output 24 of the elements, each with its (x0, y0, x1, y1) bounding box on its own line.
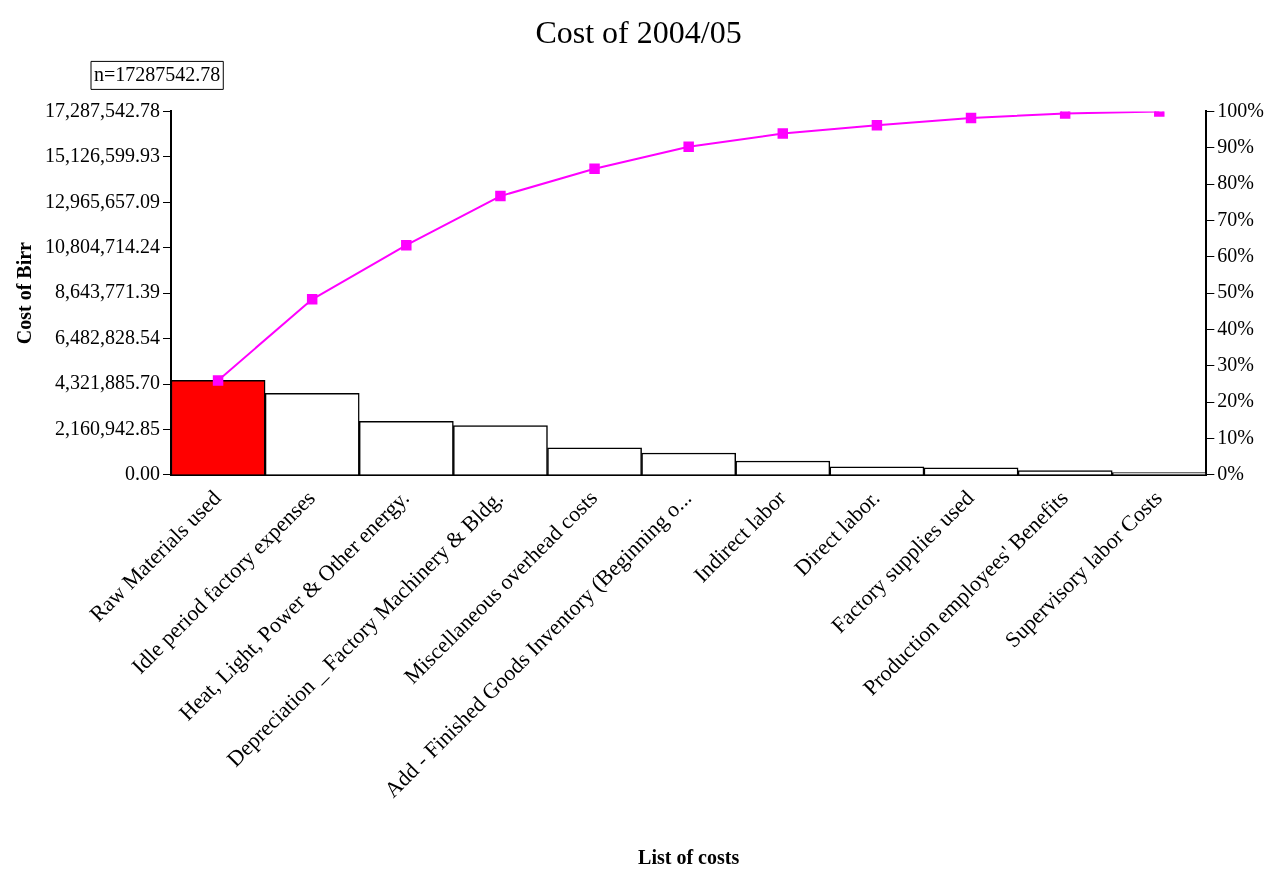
y2-tick-label: 50% (1217, 280, 1255, 303)
y2-tick-label: 80% (1217, 171, 1255, 194)
y-tick-label: 15,126,599.93 (45, 144, 160, 167)
y-tick-label: 6,482,828.54 (55, 325, 160, 348)
chart-title: Cost of 2004/05 (535, 13, 742, 50)
y-tick-label: 0.00 (125, 462, 160, 485)
y2-tick-label: 0% (1217, 462, 1245, 485)
y2-tick-label: 20% (1217, 389, 1255, 412)
x-axis-title: List of costs (638, 846, 740, 869)
y2-tick-label: 100% (1217, 98, 1265, 121)
y2-tick-label: 60% (1217, 244, 1255, 267)
y2-tick-label: 90% (1217, 135, 1255, 157)
y-tick-label: 10,804,714.24 (45, 234, 160, 257)
y2-tick-label: 10% (1217, 425, 1255, 448)
text: n=17287542.78 (94, 62, 221, 85)
y-tick-label: 8,643,771.39 (55, 280, 160, 303)
y2-tick-label: 30% (1217, 353, 1255, 376)
y-tick-label: 17,287,542.78 (45, 98, 160, 121)
y2-tick-label: 40% (1217, 316, 1255, 339)
y-tick-label: 12,965,657.09 (45, 189, 160, 212)
y-tick-label: 2,160,942.85 (55, 416, 160, 439)
y-axis-title: Cost of Birr (13, 241, 36, 345)
y2-tick-label: 70% (1217, 207, 1255, 230)
y-tick-label: 4,321,885.70 (55, 371, 160, 394)
